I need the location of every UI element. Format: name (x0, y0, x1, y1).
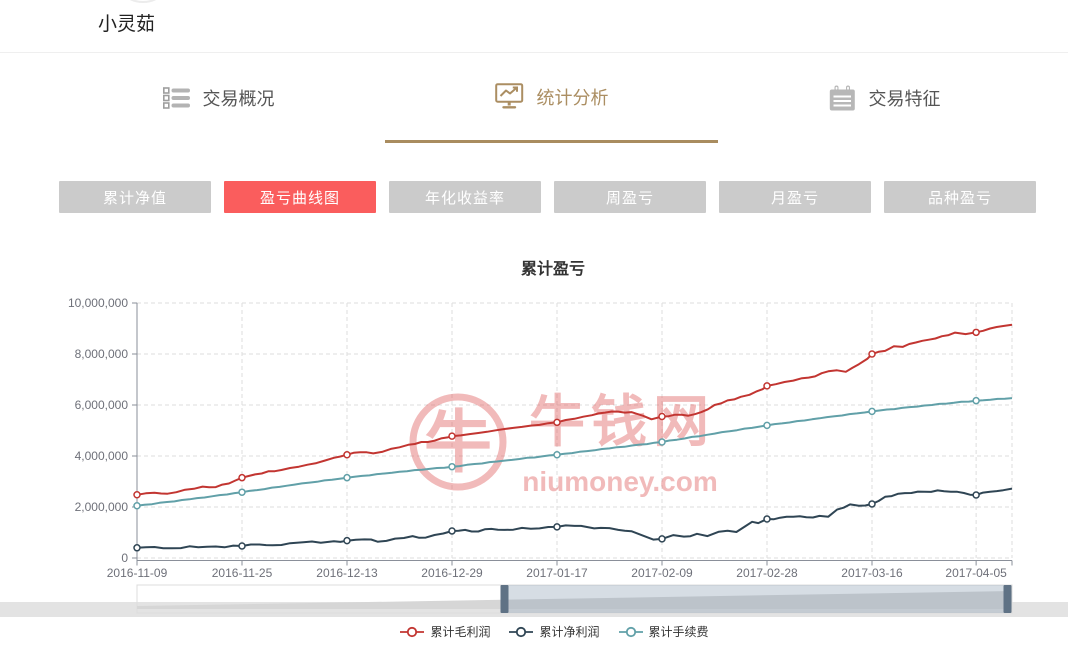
svg-text:niumoney.com: niumoney.com (522, 466, 718, 497)
tab-trade-characteristics[interactable]: 交易特征 (718, 53, 1051, 143)
svg-text:牛: 牛 (424, 405, 492, 481)
data-point[interactable] (133, 544, 141, 552)
subnav-pnl-curve-button[interactable]: 盈亏曲线图 (224, 181, 376, 213)
data-point[interactable] (553, 450, 561, 459)
data-point[interactable] (133, 491, 141, 499)
x-axis-label: 2016-12-13 (316, 566, 378, 580)
y-axis-label: 4,000,000 (75, 449, 129, 463)
list-icon (162, 86, 190, 110)
legend-marker (618, 626, 643, 637)
legend-label: 累计手续费 (648, 625, 709, 639)
y-axis-label: 10,000,000 (68, 296, 128, 310)
data-point[interactable] (448, 462, 456, 471)
data-point[interactable] (133, 501, 141, 510)
legend-label: 累计毛利润 (430, 625, 491, 639)
page-title: 小灵茹 (98, 14, 156, 35)
datazoom-left-handle[interactable] (500, 585, 509, 613)
legend-label: 累计净利润 (539, 625, 600, 639)
subnav-weekly-pnl-button[interactable]: 周盈亏 (554, 181, 706, 213)
avatar (113, 0, 173, 3)
data-point[interactable] (972, 491, 980, 499)
legend-marker (509, 626, 534, 637)
subnav-monthly-pnl-button[interactable]: 月盈亏 (719, 181, 871, 213)
cumulative-pnl-line-chart: 牛牛钱网niumoney.com 0 2,000,000 4,000,000 6,000… (0, 296, 1068, 617)
x-axis-label: 2016-11-09 (107, 566, 168, 580)
chart-type-subnav: 累计净值 盈亏曲线图 年化收益率 周盈亏 月盈亏 品种盈亏 (59, 181, 1036, 213)
subnav-cumulative-net-value-button[interactable]: 累计净值 (59, 181, 211, 213)
y-axis-label: 8,000,000 (75, 347, 129, 361)
y-axis-label: 0 (121, 551, 128, 565)
data-point[interactable] (238, 488, 246, 496)
data-point[interactable] (972, 328, 980, 337)
data-point[interactable] (763, 515, 771, 523)
tab-trade-overview[interactable]: 交易概况 (52, 53, 385, 143)
x-axis-label: 2017-01-17 (526, 566, 588, 580)
legend-item-commission[interactable]: 累计手续费 (618, 623, 709, 640)
datazoom-right-handle[interactable] (1003, 585, 1012, 613)
data-point[interactable] (972, 396, 980, 405)
monitor-chart-icon (494, 83, 524, 110)
main-tab-bar: 交易概况 统计分析 (52, 53, 1051, 143)
subnav-annualized-return-button[interactable]: 年化收益率 (389, 181, 541, 213)
x-axis-label: 2016-12-29 (421, 566, 483, 580)
data-point[interactable] (448, 432, 456, 440)
data-point[interactable] (553, 418, 561, 427)
gridlines (136, 302, 1013, 559)
data-point[interactable] (868, 407, 876, 416)
data-point[interactable] (763, 421, 771, 430)
data-point[interactable] (238, 473, 246, 482)
data-point[interactable] (343, 450, 351, 459)
data-point[interactable] (658, 438, 666, 446)
tab-statistics-analysis[interactable]: 统计分析 (385, 53, 718, 143)
x-axis-label: 2017-04-05 (945, 566, 1007, 580)
legend-item-gross-profit[interactable]: 累计毛利润 (399, 623, 490, 640)
data-point[interactable] (868, 350, 876, 358)
series-line-累计净利润 (136, 487, 1013, 550)
chart-legend: 累计毛利润 累计净利润 累计手续费 (0, 623, 1068, 640)
datazoom-data-shadow (137, 591, 1012, 609)
data-point[interactable] (868, 500, 876, 508)
tab-label: 交易特征 (868, 89, 941, 109)
x-axis-label: 2017-03-16 (841, 566, 903, 580)
data-point[interactable] (448, 527, 456, 535)
tab-label: 统计分析 (536, 87, 609, 108)
subnav-instrument-pnl-button[interactable]: 品种盈亏 (884, 181, 1036, 213)
data-point[interactable] (658, 412, 666, 421)
tab-label: 交易概况 (202, 89, 275, 109)
y-axis-label: 6,000,000 (75, 398, 129, 412)
data-point[interactable] (763, 382, 771, 390)
data-point[interactable] (238, 542, 246, 550)
x-axis-label: 2017-02-09 (631, 566, 693, 580)
calendar-icon (829, 85, 856, 112)
niumoney-watermark: 牛牛钱网niumoney.com (409, 390, 718, 497)
data-point[interactable] (343, 473, 351, 482)
data-point[interactable] (553, 523, 561, 531)
datazoom-selected-window[interactable] (508, 585, 1004, 613)
legend-item-net-profit[interactable]: 累计净利润 (508, 623, 600, 640)
legend-marker (400, 626, 425, 637)
header-divider (0, 52, 1068, 53)
chart-title: 累计盈亏 (520, 261, 586, 278)
data-point[interactable] (343, 536, 351, 545)
series-line-累计手续费 (136, 397, 1013, 507)
x-axis-label: 2016-11-25 (212, 566, 273, 580)
x-axis-label: 2017-02-28 (736, 566, 798, 580)
datazoom-slider (136, 584, 1013, 614)
y-axis-label: 2,000,000 (75, 500, 129, 514)
data-point[interactable] (658, 535, 666, 543)
axes: 0 2,000,000 4,000,000 6,000,000 8,000,000 10,… (68, 296, 1013, 580)
